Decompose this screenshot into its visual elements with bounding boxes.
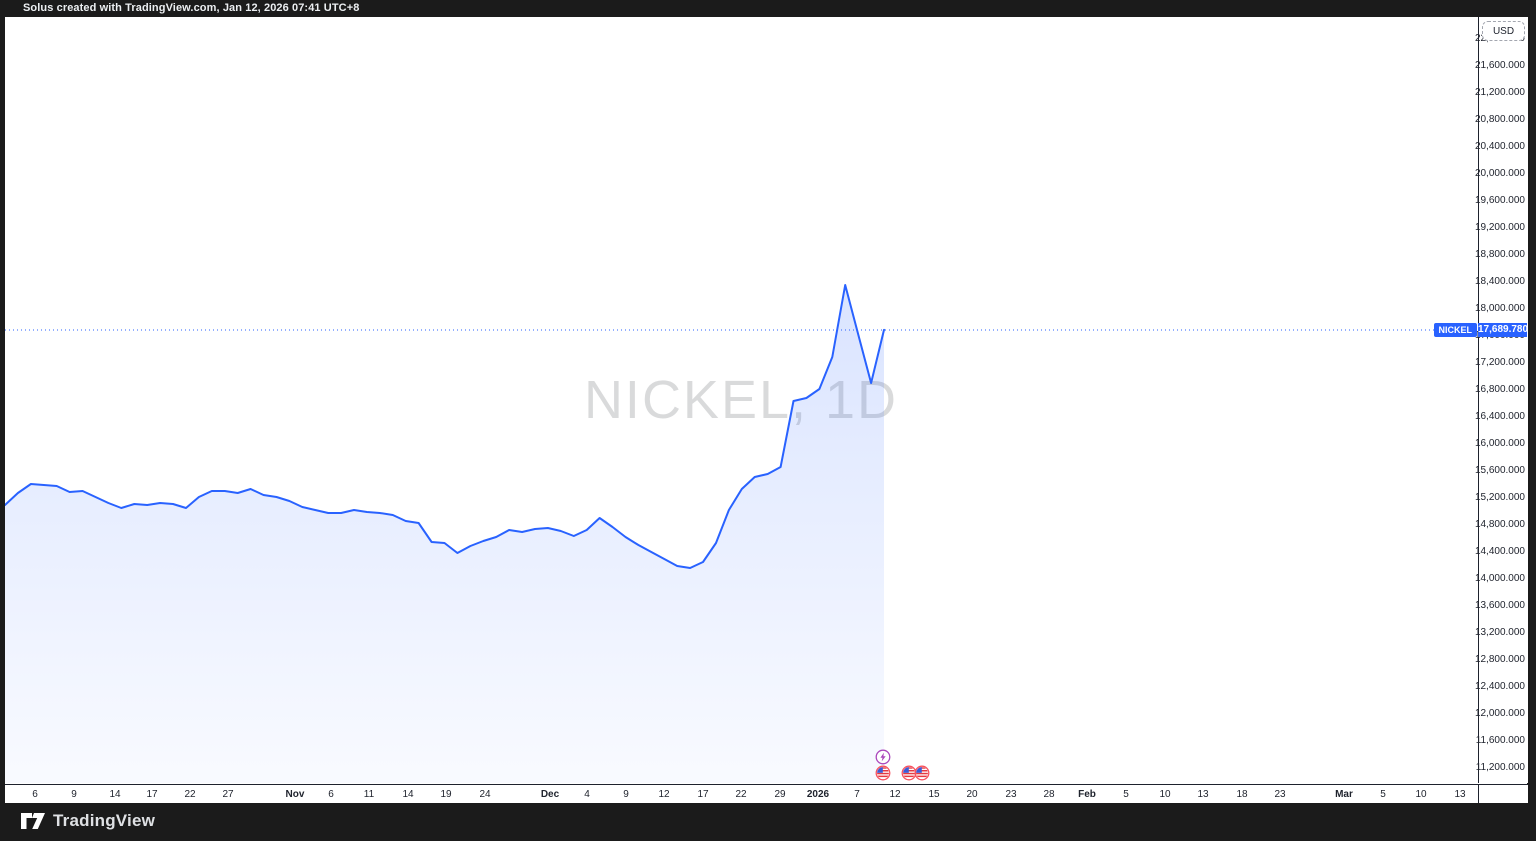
price-tick: 14,000.000 — [1474, 573, 1525, 584]
price-tick: 11,600.000 — [1475, 735, 1525, 746]
time-tick: 18 — [1236, 789, 1248, 800]
time-tick: 10 — [1415, 789, 1427, 800]
price-tick: 14,800.000 — [1474, 519, 1525, 530]
price-chart — [5, 284, 1477, 783]
price-tick: 12,800.000 — [1474, 654, 1525, 665]
tradingview-logo-icon — [21, 813, 45, 829]
time-tick: 20 — [966, 789, 978, 800]
time-tick: 7 — [854, 789, 860, 800]
price-tick: 16,400.000 — [1474, 411, 1525, 422]
axis-corner — [1478, 784, 1528, 804]
time-tick: Mar — [1335, 789, 1353, 800]
tradingview-logo-text: TradingView — [53, 811, 156, 830]
time-tick: 10 — [1159, 789, 1171, 800]
symbol-flag-label: NICKEL — [1433, 322, 1477, 337]
price-tick: 11,200.000 — [1475, 762, 1525, 773]
time-tick: 17 — [146, 789, 158, 800]
us-flag-icon[interactable] — [875, 765, 891, 781]
time-tick: 5 — [1123, 789, 1129, 800]
chart-pane[interactable]: NICKEL, 1D — [5, 17, 1477, 783]
price-tick: 18,800.000 — [1474, 249, 1525, 260]
time-tick: 15 — [928, 789, 940, 800]
price-tick: 16,800.000 — [1474, 384, 1525, 395]
time-tick: 11 — [363, 789, 375, 800]
time-tick: 22 — [735, 789, 747, 800]
currency-button[interactable]: USD — [1482, 21, 1525, 41]
time-tick: 6 — [328, 789, 334, 800]
time-tick: 23 — [1274, 789, 1286, 800]
time-tick: Nov — [285, 789, 305, 800]
time-tick: 2026 — [806, 789, 830, 800]
price-tick: 13,200.000 — [1474, 627, 1525, 638]
time-tick: 24 — [479, 789, 491, 800]
time-tick: 13 — [1197, 789, 1209, 800]
time-tick: 12 — [658, 789, 670, 800]
price-tick: 20,000.000 — [1474, 168, 1525, 179]
price-tick: 20,800.000 — [1474, 114, 1525, 125]
time-tick: 4 — [584, 789, 590, 800]
time-tick: 28 — [1043, 789, 1055, 800]
price-tick: 21,600.000 — [1474, 60, 1525, 71]
price-tick: 13,600.000 — [1474, 600, 1525, 611]
time-tick: 17 — [697, 789, 709, 800]
time-tick: 22 — [184, 789, 196, 800]
price-tick: 20,400.000 — [1474, 141, 1525, 152]
us-flag-icon[interactable] — [914, 765, 930, 781]
time-tick: 27 — [222, 789, 234, 800]
price-tick: 18,400.000 — [1474, 276, 1525, 287]
price-tick: 21,200.000 — [1474, 87, 1525, 98]
last-price-label: 17,689.780 — [1478, 322, 1529, 337]
price-tick: 19,200.000 — [1474, 222, 1525, 233]
chart-widget: NICKEL, 1D — [5, 17, 1529, 804]
time-tick: 29 — [774, 789, 786, 800]
price-tick: 14,400.000 — [1474, 546, 1525, 557]
price-tick: 15,600.000 — [1474, 465, 1525, 476]
price-tick: 18,000.000 — [1474, 303, 1525, 314]
time-tick: 9 — [71, 789, 77, 800]
price-tick: 12,000.000 — [1474, 708, 1525, 719]
price-axis[interactable]: USD 22,000.00021,600.00021,200.00020,800… — [1474, 17, 1528, 783]
time-tick: 12 — [889, 789, 901, 800]
time-tick: 5 — [1380, 789, 1386, 800]
price-tick: 16,000.000 — [1474, 438, 1525, 449]
time-tick: Dec — [540, 789, 560, 800]
time-tick: 9 — [623, 789, 629, 800]
price-tick: 17,200.000 — [1474, 357, 1525, 368]
time-tick: 19 — [440, 789, 452, 800]
tradingview-logo[interactable]: TradingView — [20, 810, 155, 832]
time-tick: Feb — [1078, 789, 1096, 800]
attribution-text: Solus created with TradingView.com, Jan … — [23, 2, 360, 14]
lightning-icon[interactable] — [875, 749, 891, 765]
price-tick: 12,400.000 — [1474, 681, 1525, 692]
time-tick: 13 — [1454, 789, 1466, 800]
time-tick: 14 — [402, 789, 414, 800]
price-tick: 19,600.000 — [1474, 195, 1525, 206]
time-tick: 14 — [109, 789, 121, 800]
time-tick: 23 — [1005, 789, 1017, 800]
bottom-bar: TradingView — [0, 803, 1536, 841]
time-axis[interactable]: 6 9 14 17 22 27 Nov 6 11 14 19 24 Dec 4 9 12 17 22 29 2026 7… — [5, 784, 1478, 804]
time-tick: 6 — [32, 789, 38, 800]
price-tick: 15,200.000 — [1474, 492, 1525, 503]
